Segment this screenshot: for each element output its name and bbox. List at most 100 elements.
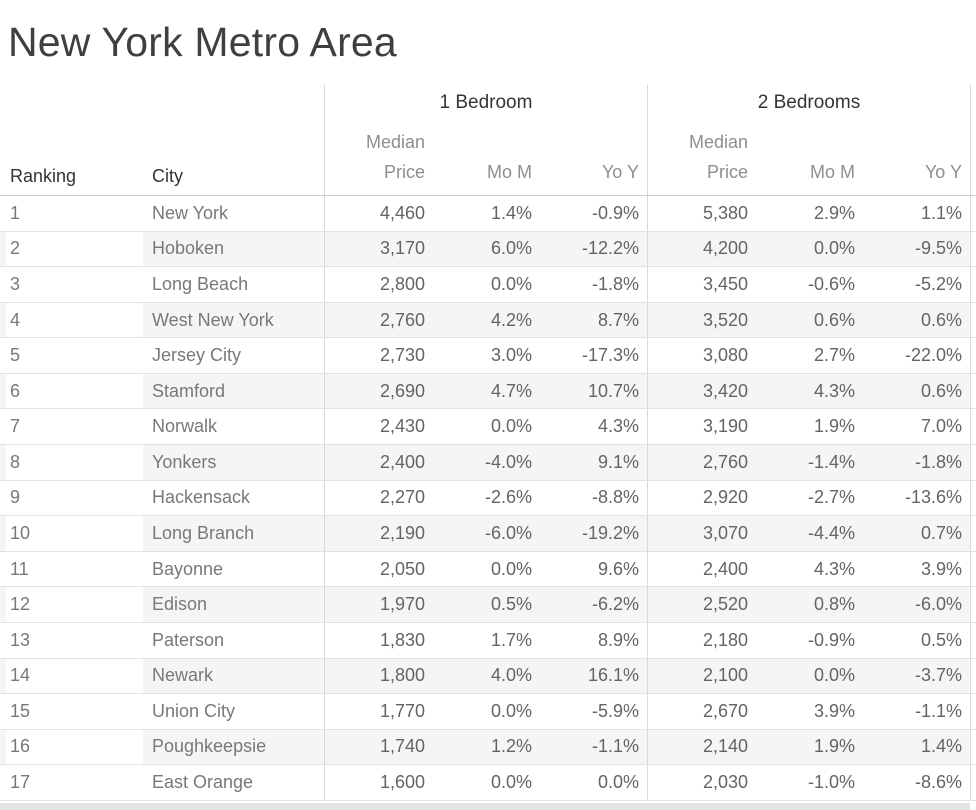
br2-median-price-cell[interactable]: 2,670: [702, 700, 748, 721]
br2-yoy-cell[interactable]: 1.1%: [920, 202, 962, 223]
br2-median-price-cell[interactable]: 2,180: [702, 629, 748, 650]
br2-mom-cell[interactable]: 2.9%: [813, 202, 855, 223]
city-cell[interactable]: Newark: [143, 658, 324, 694]
br1-yoy-cell[interactable]: 4.3%: [597, 416, 639, 437]
br2-yoy-cell[interactable]: -13.6%: [904, 487, 962, 508]
city-cell[interactable]: West New York: [143, 302, 324, 338]
br1-yoy-cell[interactable]: -8.8%: [591, 487, 639, 508]
horizontal-scrollbar[interactable]: [0, 802, 970, 810]
br2-mom-cell[interactable]: 1.9%: [813, 736, 855, 757]
br1-yoy-cell[interactable]: -1.1%: [591, 736, 639, 757]
br1-median-price-cell[interactable]: 1,740: [379, 736, 425, 757]
br1-yoy-cell[interactable]: 8.7%: [597, 309, 639, 330]
br2-mom-cell[interactable]: -2.7%: [807, 487, 855, 508]
br1-yoy-cell[interactable]: -5.9%: [591, 700, 639, 721]
br1-mom-cell[interactable]: -4.0%: [484, 451, 532, 472]
ranking-cell[interactable]: 15: [10, 700, 31, 721]
br2-median-price-cell[interactable]: 2,760: [702, 451, 748, 472]
column-header-br1-mom[interactable]: Mo M: [487, 162, 532, 182]
city-cell[interactable]: Hackensack: [152, 487, 251, 508]
br1-yoy-cell[interactable]: -17.3%: [581, 345, 639, 366]
br1-mom-cell[interactable]: 4.7%: [490, 380, 532, 401]
br2-mom-cell[interactable]: 2.7%: [813, 345, 855, 366]
ranking-cell[interactable]: 14: [10, 665, 31, 686]
ranking-cell[interactable]: 7: [10, 416, 21, 437]
ranking-cell[interactable]: 16: [10, 736, 31, 757]
br1-median-price-cell[interactable]: 1,770: [379, 700, 425, 721]
br2-yoy-cell[interactable]: 0.6%: [920, 380, 962, 401]
br1-median-price-cell[interactable]: 1,800: [379, 665, 425, 686]
br2-mom-cell[interactable]: -4.4%: [807, 522, 855, 543]
ranking-cell[interactable]: 11: [10, 558, 29, 579]
br2-median-price-cell[interactable]: 2,920: [702, 487, 748, 508]
br2-mom-cell[interactable]: 0.8%: [813, 594, 855, 615]
br1-mom-cell[interactable]: 4.0%: [490, 665, 532, 686]
br2-mom-cell[interactable]: -0.6%: [807, 273, 855, 294]
br2-median-price-cell[interactable]: 3,520: [702, 309, 748, 330]
br1-median-price-cell[interactable]: 2,760: [379, 309, 425, 330]
br1-mom-cell[interactable]: 4.2%: [490, 309, 532, 330]
br2-median-price-cell[interactable]: 5,380: [702, 202, 748, 223]
br2-median-price-cell[interactable]: 2,520: [702, 594, 748, 615]
br2-mom-cell[interactable]: 4.3%: [813, 558, 855, 579]
br1-median-price-cell[interactable]: 2,430: [379, 416, 425, 437]
br2-median-price-cell[interactable]: 3,070: [702, 522, 748, 543]
column-header-br2-yoy[interactable]: Yo Y: [924, 162, 962, 182]
br2-median-price-cell[interactable]: 4,200: [702, 238, 748, 259]
br1-yoy-cell[interactable]: 16.1%: [587, 665, 639, 686]
city-cell[interactable]: Norwalk: [152, 416, 218, 437]
br1-mom-cell[interactable]: 3.0%: [490, 345, 532, 366]
br1-median-price-cell[interactable]: 2,190: [379, 522, 425, 543]
br1-median-price-cell[interactable]: 3,170: [379, 238, 425, 259]
br2-median-price-cell[interactable]: 2,140: [702, 736, 748, 757]
br1-median-price-cell[interactable]: 1,970: [379, 594, 425, 615]
ranking-cell[interactable]: 3: [10, 273, 21, 294]
column-header-city[interactable]: City: [152, 166, 183, 186]
br2-median-price-cell[interactable]: 2,400: [702, 558, 748, 579]
br1-mom-cell[interactable]: 0.0%: [490, 416, 532, 437]
br1-median-price-cell[interactable]: 2,050: [379, 558, 425, 579]
br2-mom-cell[interactable]: -0.9%: [807, 629, 855, 650]
ranking-cell[interactable]: 6: [10, 380, 21, 401]
ranking-cell[interactable]: 12: [10, 594, 31, 615]
ranking-cell[interactable]: 2: [10, 238, 21, 259]
br2-yoy-cell[interactable]: -22.0%: [904, 345, 962, 366]
br1-mom-cell[interactable]: -2.6%: [484, 487, 532, 508]
city-cell[interactable]: Hoboken: [143, 231, 324, 267]
city-cell[interactable]: New York: [152, 202, 229, 223]
city-cell[interactable]: East Orange: [152, 772, 254, 793]
br1-mom-cell[interactable]: -6.0%: [484, 522, 532, 543]
br2-mom-cell[interactable]: 0.0%: [813, 665, 855, 686]
column-header-br1-yoy[interactable]: Yo Y: [601, 162, 639, 182]
br2-mom-cell[interactable]: 0.0%: [813, 238, 855, 259]
city-cell[interactable]: Long Branch: [143, 516, 324, 551]
br1-median-price-cell[interactable]: 4,460: [379, 202, 425, 223]
city-cell[interactable]: Jersey City: [152, 345, 242, 366]
br2-yoy-cell[interactable]: -8.6%: [914, 772, 962, 793]
br1-median-price-cell[interactable]: 1,600: [379, 772, 425, 793]
br1-yoy-cell[interactable]: 9.6%: [597, 558, 639, 579]
br1-yoy-cell[interactable]: 0.0%: [597, 772, 639, 793]
ranking-cell[interactable]: 5: [10, 345, 21, 366]
br1-yoy-cell[interactable]: 8.9%: [597, 629, 639, 650]
ranking-cell[interactable]: 4: [10, 309, 21, 330]
br1-yoy-cell[interactable]: 10.7%: [587, 380, 639, 401]
br1-mom-cell[interactable]: 0.0%: [490, 700, 532, 721]
city-cell[interactable]: Paterson: [152, 629, 225, 650]
column-header-br1-median-price[interactable]: Median Price: [365, 132, 425, 182]
br2-yoy-cell[interactable]: -6.0%: [914, 594, 962, 615]
br1-yoy-cell[interactable]: -6.2%: [591, 594, 639, 615]
br1-mom-cell[interactable]: 0.5%: [490, 594, 532, 615]
br1-mom-cell[interactable]: 0.0%: [490, 558, 532, 579]
br2-mom-cell[interactable]: 4.3%: [813, 380, 855, 401]
ranking-cell[interactable]: 9: [10, 487, 21, 508]
br1-yoy-cell[interactable]: -19.2%: [581, 522, 639, 543]
br2-mom-cell[interactable]: -1.4%: [807, 451, 855, 472]
br2-mom-cell[interactable]: 1.9%: [813, 416, 855, 437]
city-cell[interactable]: Yonkers: [143, 445, 324, 480]
ranking-cell[interactable]: 17: [10, 772, 31, 793]
br2-yoy-cell[interactable]: 7.0%: [920, 416, 962, 437]
br1-yoy-cell[interactable]: -12.2%: [581, 238, 639, 259]
br2-mom-cell[interactable]: 3.9%: [813, 700, 855, 721]
ranking-cell[interactable]: 10: [10, 522, 31, 543]
